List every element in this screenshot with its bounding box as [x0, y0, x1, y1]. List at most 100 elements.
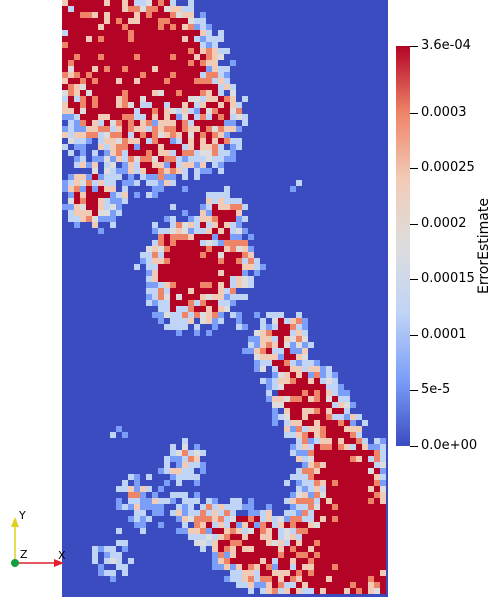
- error-cell: [176, 234, 182, 240]
- error-cell: [128, 474, 134, 480]
- error-cell: [236, 228, 242, 234]
- error-cell: [308, 462, 314, 468]
- error-cell: [92, 18, 98, 24]
- error-cell: [242, 204, 248, 210]
- error-cell: [260, 330, 266, 336]
- error-cell: [194, 264, 200, 270]
- error-cell: [152, 150, 158, 156]
- error-cell: [146, 474, 152, 480]
- error-cell: [158, 90, 164, 96]
- error-cell: [146, 102, 152, 108]
- error-cell: [296, 534, 302, 540]
- error-cell: [62, 0, 68, 6]
- error-cell: [320, 426, 326, 432]
- error-cell: [380, 546, 386, 552]
- error-cell: [194, 108, 200, 114]
- error-cell: [326, 366, 332, 372]
- error-cell: [152, 60, 158, 66]
- error-cell: [140, 498, 146, 504]
- error-cell: [254, 342, 260, 348]
- error-cell: [368, 450, 374, 456]
- error-cell: [80, 210, 86, 216]
- error-cell: [158, 252, 164, 258]
- error-cell: [74, 18, 80, 24]
- error-cell: [272, 372, 278, 378]
- error-cell: [182, 468, 188, 474]
- error-cell: [362, 492, 368, 498]
- error-cell: [104, 198, 110, 204]
- error-cell: [224, 576, 230, 582]
- error-cell: [188, 282, 194, 288]
- error-cell: [158, 180, 164, 186]
- error-cell: [110, 42, 116, 48]
- error-cell: [212, 120, 218, 126]
- error-cell: [242, 348, 248, 354]
- error-cell: [230, 540, 236, 546]
- error-cell: [170, 234, 176, 240]
- error-cell: [332, 432, 338, 438]
- error-cell: [320, 564, 326, 570]
- error-cell: [188, 42, 194, 48]
- error-cell: [314, 360, 320, 366]
- error-cell: [128, 90, 134, 96]
- error-cell: [194, 60, 200, 66]
- error-cell: [170, 204, 176, 210]
- error-cell: [224, 192, 230, 198]
- orientation-axes[interactable]: Y Z X: [0, 505, 80, 575]
- error-cell: [344, 390, 350, 396]
- error-cell: [362, 564, 368, 570]
- error-cell: [230, 558, 236, 564]
- error-cell: [98, 198, 104, 204]
- error-cell: [212, 54, 218, 60]
- error-cell: [308, 450, 314, 456]
- error-cell: [158, 300, 164, 306]
- error-cell: [200, 222, 206, 228]
- error-cell: [230, 60, 236, 66]
- error-cell: [128, 126, 134, 132]
- error-cell: [104, 150, 110, 156]
- error-cell: [248, 342, 254, 348]
- error-cell: [260, 354, 266, 360]
- error-cell: [74, 84, 80, 90]
- error-cell: [128, 138, 134, 144]
- error-cell: [152, 288, 158, 294]
- error-cell: [236, 102, 242, 108]
- error-cell: [104, 6, 110, 12]
- error-cell: [146, 66, 152, 72]
- error-cell: [356, 564, 362, 570]
- error-cell: [98, 120, 104, 126]
- error-cell: [80, 102, 86, 108]
- error-cell: [206, 108, 212, 114]
- error-cell: [92, 168, 98, 174]
- error-cell: [164, 144, 170, 150]
- error-cell: [362, 444, 368, 450]
- error-cell: [362, 558, 368, 564]
- error-cell: [164, 36, 170, 42]
- error-cell: [110, 108, 116, 114]
- error-cell: [122, 6, 128, 12]
- error-cell: [206, 36, 212, 42]
- error-cell: [272, 522, 278, 528]
- error-cell: [164, 246, 170, 252]
- error-cell: [320, 468, 326, 474]
- error-cell: [80, 198, 86, 204]
- error-cell: [278, 540, 284, 546]
- error-cell: [314, 390, 320, 396]
- error-cell: [164, 180, 170, 186]
- error-cell: [158, 36, 164, 42]
- error-cell: [230, 240, 236, 246]
- error-cell: [230, 294, 236, 300]
- error-cell: [86, 54, 92, 60]
- error-cell: [338, 396, 344, 402]
- error-cell: [218, 264, 224, 270]
- error-cell: [110, 186, 116, 192]
- error-cell: [380, 528, 386, 534]
- error-cell: [68, 192, 74, 198]
- error-cell: [152, 138, 158, 144]
- error-cell: [194, 36, 200, 42]
- error-cell: [326, 444, 332, 450]
- error-cell: [104, 30, 110, 36]
- error-cell: [92, 66, 98, 72]
- error-cell: [332, 408, 338, 414]
